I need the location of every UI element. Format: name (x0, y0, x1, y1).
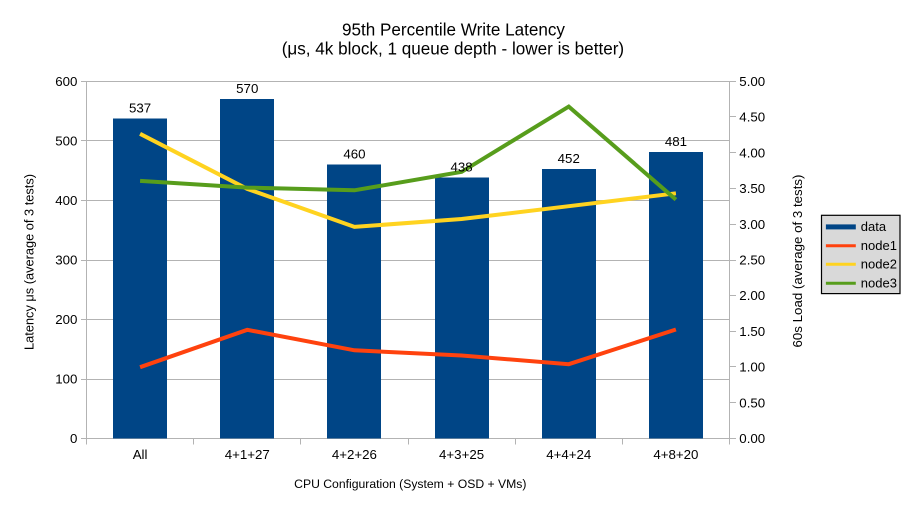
svg-text:node3: node3 (861, 275, 897, 290)
svg-text:95th Percentile Write Latency: 95th Percentile Write Latency (342, 20, 565, 39)
svg-text:570: 570 (236, 81, 258, 96)
svg-text:481: 481 (665, 134, 687, 149)
svg-text:4+4+24: 4+4+24 (546, 447, 591, 462)
svg-text:1.50: 1.50 (739, 324, 765, 339)
svg-text:All: All (133, 447, 148, 462)
svg-text:200: 200 (55, 312, 77, 327)
svg-text:438: 438 (450, 160, 472, 175)
svg-text:1.00: 1.00 (739, 360, 765, 375)
svg-text:2.50: 2.50 (739, 253, 765, 268)
svg-text:4.00: 4.00 (739, 145, 765, 160)
svg-text:600: 600 (55, 74, 77, 89)
svg-text:2.00: 2.00 (739, 288, 765, 303)
svg-text:4+3+25: 4+3+25 (439, 447, 484, 462)
svg-text:100: 100 (55, 372, 77, 387)
svg-text:5.00: 5.00 (739, 74, 765, 89)
svg-text:node1: node1 (861, 238, 897, 253)
svg-text:60s Load (average of 3 tests): 60s Load (average of 3 tests) (790, 175, 805, 348)
svg-text:4.50: 4.50 (739, 110, 765, 125)
svg-text:4+2+26: 4+2+26 (332, 447, 377, 462)
svg-text:3.50: 3.50 (739, 181, 765, 196)
svg-text:500: 500 (55, 133, 77, 148)
svg-text:452: 452 (558, 151, 580, 166)
svg-text:0.50: 0.50 (739, 395, 765, 410)
svg-text:0: 0 (70, 431, 77, 446)
svg-text:node2: node2 (861, 256, 897, 271)
svg-text:(μs, 4k block, 1 queue depth -: (μs, 4k block, 1 queue depth - lower is … (282, 40, 624, 59)
svg-text:3.00: 3.00 (739, 217, 765, 232)
svg-text:0.00: 0.00 (739, 431, 765, 446)
svg-text:Latency μs (average of 3 tests: Latency μs (average of 3 tests) (21, 174, 36, 350)
svg-text:537: 537 (129, 101, 151, 116)
svg-text:400: 400 (55, 193, 77, 208)
svg-text:300: 300 (55, 253, 77, 268)
svg-text:460: 460 (343, 146, 365, 161)
svg-text:data: data (861, 219, 887, 234)
svg-text:4+8+20: 4+8+20 (653, 447, 698, 462)
svg-text:4+1+27: 4+1+27 (225, 447, 270, 462)
svg-text:CPU Configuration (System + OS: CPU Configuration (System + OSD + VMs) (294, 477, 526, 491)
